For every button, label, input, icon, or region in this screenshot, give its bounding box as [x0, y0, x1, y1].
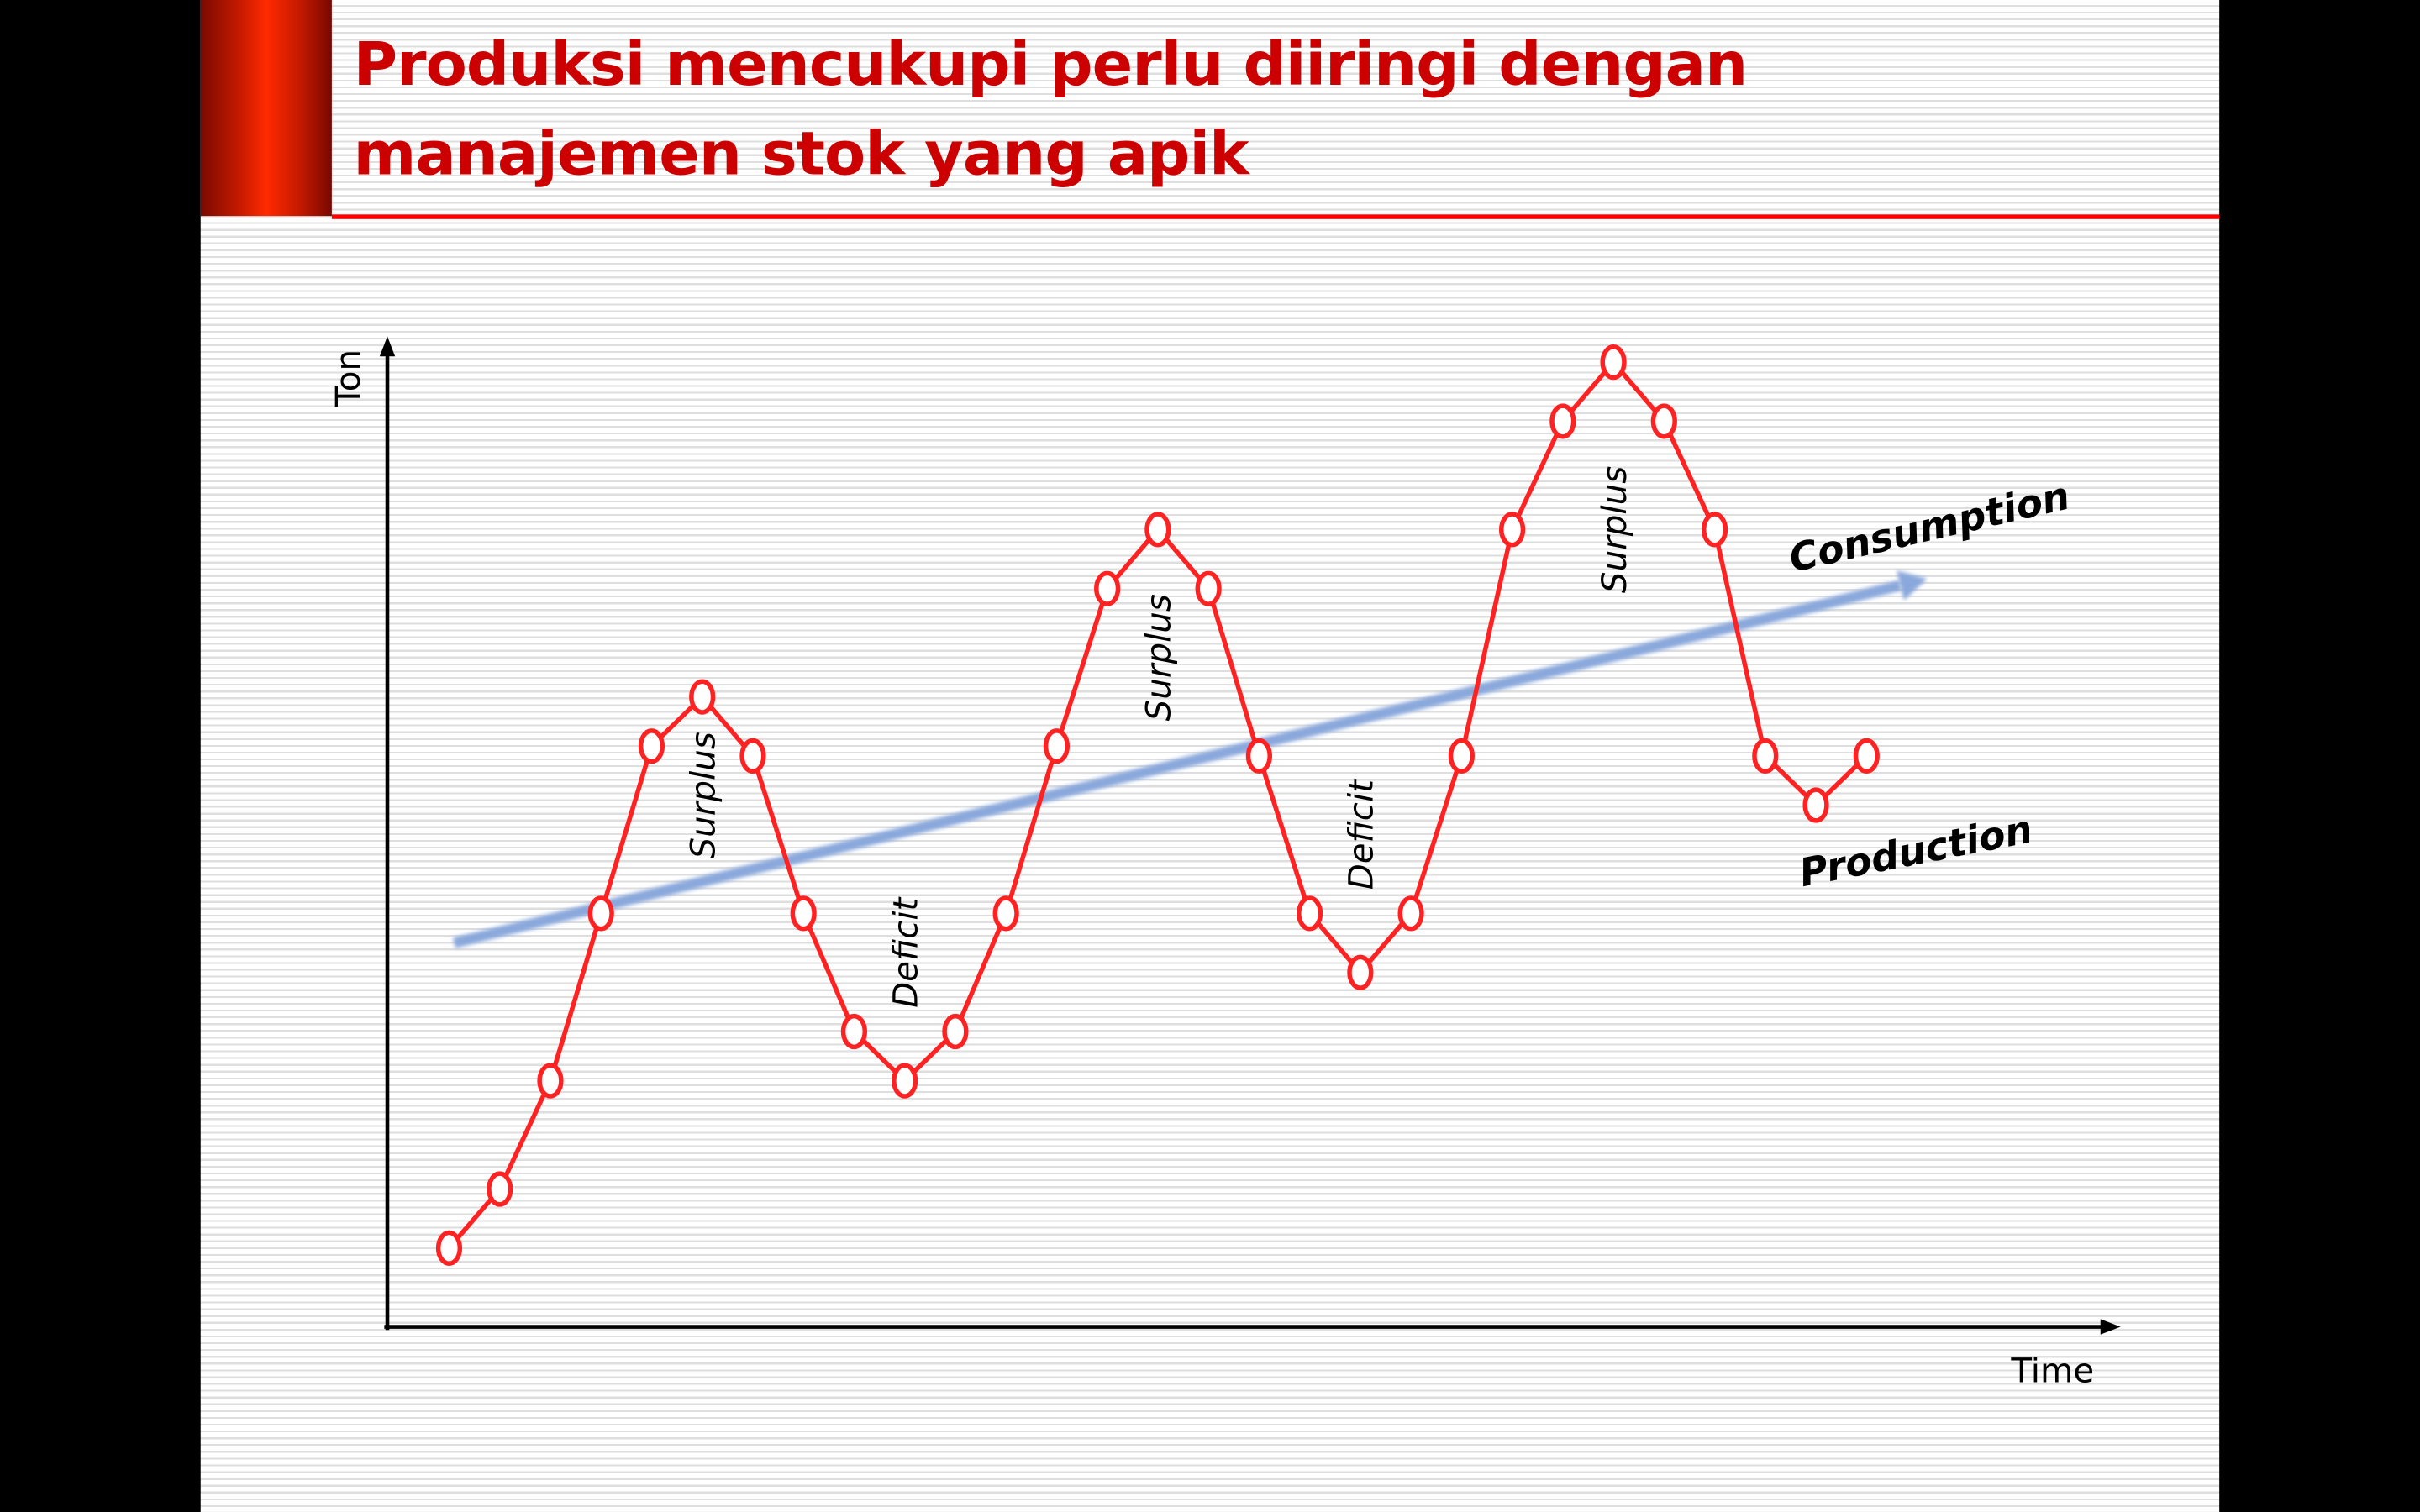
production-point-17	[1245, 738, 1272, 774]
annotation-deficit: Deficit	[885, 895, 925, 1007]
production-point-8	[790, 895, 817, 932]
annotation-surplus: Surplus	[1594, 466, 1634, 593]
production-point-21	[1448, 738, 1475, 774]
x-axis-label: Time	[2010, 1351, 2094, 1391]
production-point-24	[1600, 344, 1627, 381]
production-point-19	[1347, 954, 1374, 990]
production-line	[447, 358, 1869, 1250]
slide-title: Produksi mencukupi perlu diiringi dengan…	[354, 22, 1748, 201]
production-point-9	[840, 1013, 868, 1050]
annotations: Surplus Deficit Surplus Deficit Surplus	[682, 466, 1634, 1008]
production-point-23	[1549, 403, 1576, 439]
production-point-10	[892, 1063, 918, 1099]
production-point-28	[1802, 787, 1829, 823]
production-point-2	[487, 1171, 513, 1207]
axes: Ton Time	[328, 336, 2121, 1391]
annotation-surplus: Surplus	[1139, 594, 1179, 721]
production-point-13	[1043, 728, 1071, 764]
title-line-2: manajemen stok yang apik	[353, 120, 1249, 190]
production-label: Production	[1796, 806, 2036, 896]
title-underline	[331, 214, 2220, 219]
title-accent-bar	[200, 0, 332, 217]
production-point-22	[1498, 512, 1526, 548]
production-point-25	[1650, 403, 1677, 439]
y-axis-arrow	[379, 336, 396, 357]
slide: Produksi mencukupi perlu diiringi dengan…	[200, 0, 2220, 1512]
production-point-26	[1701, 512, 1728, 548]
consumption-series	[452, 570, 1928, 948]
production-point-18	[1297, 895, 1323, 932]
annotation-surplus: Surplus	[682, 732, 723, 858]
production-point-12	[992, 895, 1019, 932]
production-point-20	[1397, 895, 1424, 932]
production-point-14	[1094, 570, 1121, 606]
y-axis-label: Ton	[328, 349, 368, 407]
x-axis-arrow	[2100, 1319, 2121, 1335]
production-point-27	[1752, 738, 1779, 774]
title-line-1: Produksi mencukupi perlu diiringi dengan	[353, 30, 1748, 101]
production-point-7	[739, 738, 766, 774]
production-point-16	[1195, 570, 1222, 606]
production-point-15	[1144, 512, 1171, 548]
production-point-6	[689, 679, 716, 715]
production-point-11	[942, 1013, 969, 1050]
production-point-4	[587, 895, 614, 932]
annotation-deficit: Deficit	[1341, 778, 1381, 890]
production-point-29	[1853, 738, 1880, 774]
production-point-3	[537, 1063, 564, 1099]
consumption-label: Consumption	[1785, 473, 2074, 581]
production-point-1	[435, 1230, 463, 1266]
production-point-5	[638, 728, 666, 764]
consumption-arrowhead	[1897, 570, 1928, 601]
consumption-trend-line	[452, 580, 1902, 948]
production-series	[435, 344, 1880, 1266]
